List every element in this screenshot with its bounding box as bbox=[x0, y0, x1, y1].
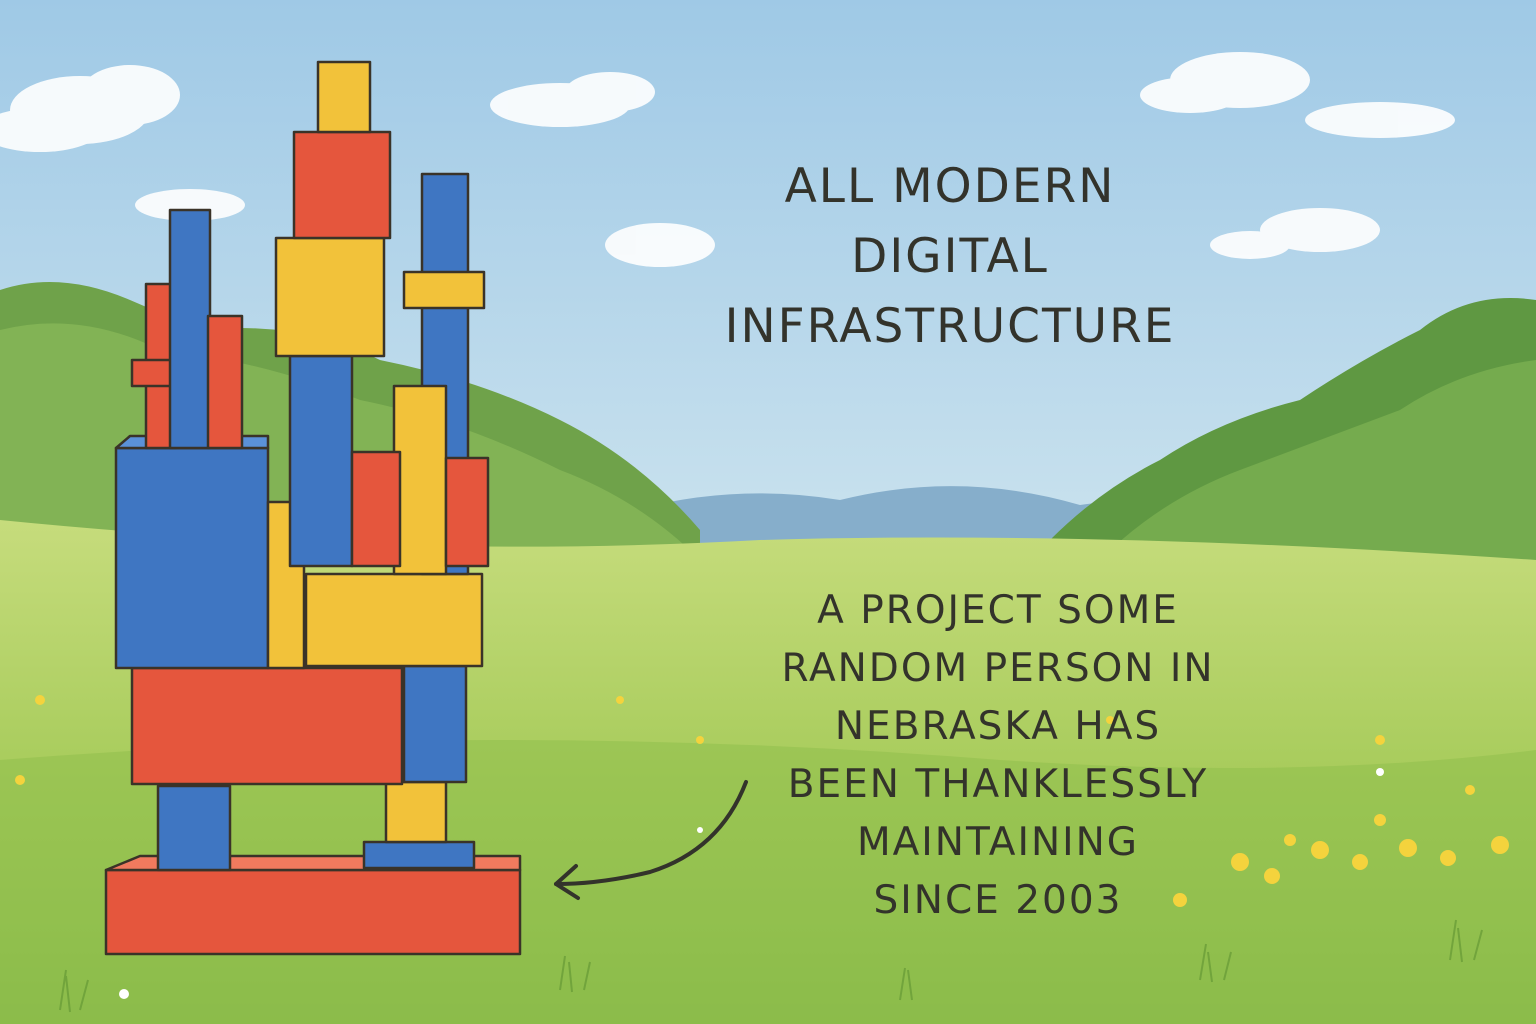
central-blue-block bbox=[288, 354, 354, 568]
central-red-block bbox=[292, 130, 392, 240]
headline-line: digital bbox=[851, 229, 1049, 284]
red-spire-mid bbox=[206, 314, 244, 450]
wildflower-icon bbox=[15, 695, 1509, 907]
grass-tufts bbox=[59, 919, 1483, 1013]
blue-column-block bbox=[114, 446, 270, 670]
top-yellow-block bbox=[316, 60, 372, 134]
annotation-line: A project some bbox=[817, 588, 1179, 633]
foot-right-block bbox=[362, 840, 476, 870]
clouds bbox=[0, 52, 1455, 267]
yellow-post-block bbox=[266, 500, 306, 670]
red-small-block bbox=[350, 450, 402, 568]
white-flowers bbox=[119, 768, 1384, 999]
blue-spire-left bbox=[168, 208, 212, 450]
leg-right-yellow-block bbox=[384, 780, 448, 844]
yellow-ring-block bbox=[402, 270, 486, 310]
block-tower bbox=[104, 60, 522, 956]
annotation-caption: A project some random person in Nebraska… bbox=[748, 582, 1248, 930]
leg-right-blue-block bbox=[402, 664, 468, 784]
headline-line: infrastructure bbox=[724, 299, 1176, 354]
annotation-line: random person in bbox=[781, 646, 1215, 691]
base-block bbox=[104, 868, 522, 956]
curved-arrow-icon bbox=[554, 780, 748, 900]
red-right-block bbox=[444, 456, 490, 568]
annotation-line: Nebraska has bbox=[834, 704, 1162, 749]
annotation-line: since 2003 bbox=[873, 878, 1123, 923]
leg-left-block bbox=[156, 784, 232, 872]
headline-line: All modern bbox=[784, 159, 1116, 214]
annotation-line: been thanklessly bbox=[787, 762, 1209, 807]
yellow-beam-block bbox=[304, 572, 484, 668]
red-beam-block bbox=[130, 666, 404, 786]
yellow-spire-block bbox=[392, 384, 448, 576]
central-yellow-block bbox=[274, 236, 386, 358]
headline-caption: All modern digital infrastructure bbox=[640, 152, 1260, 362]
annotation-line: maintaining bbox=[856, 820, 1140, 865]
